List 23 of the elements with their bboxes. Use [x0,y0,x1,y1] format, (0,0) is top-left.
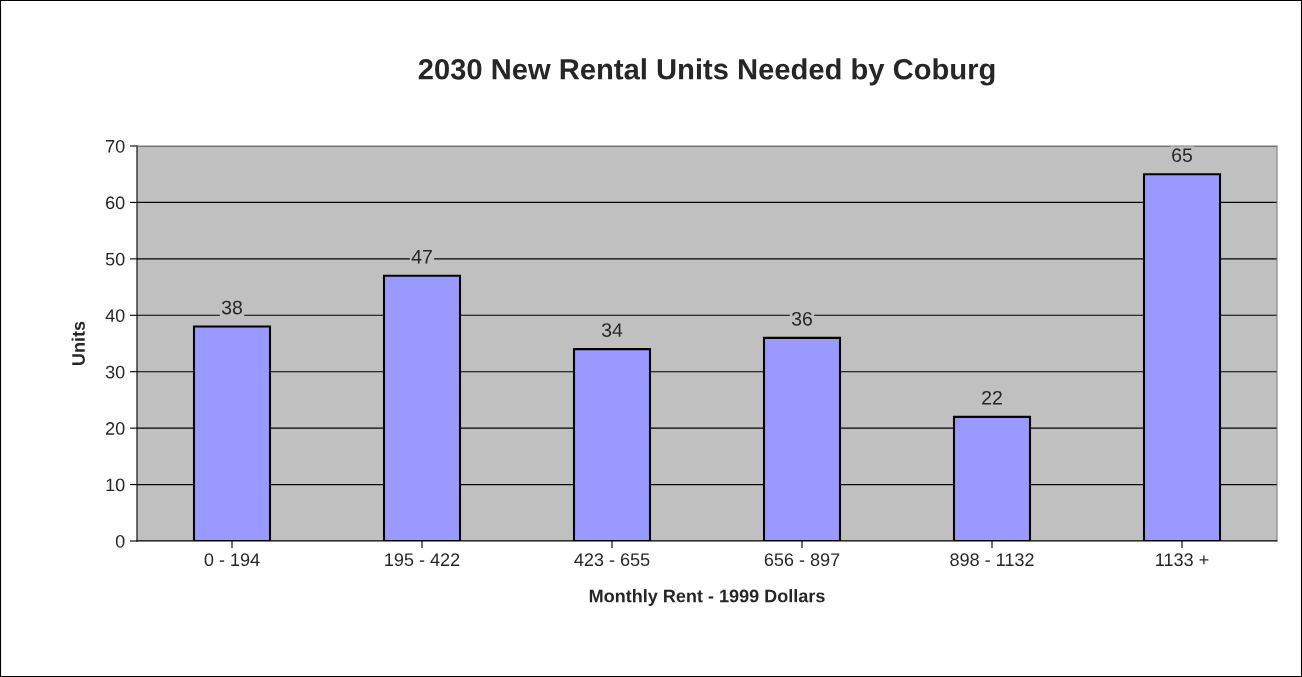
x-tick-label: 898 - 1132 [950,553,1034,567]
chart-title: 2030 New Rental Units Needed by Coburg [418,58,995,86]
x-tick-label: 1133 + [1156,553,1209,567]
data-label: 34 [601,323,623,337]
data-label: 65 [1172,148,1192,163]
y-tick-label: 10 [106,478,125,492]
x-tick-label: 423 - 655 [574,553,650,567]
y-axis-title: Units [71,321,85,365]
data-label: 47 [411,250,432,264]
y-tick-label: 70 [106,139,125,153]
data-label: 22 [982,390,1002,405]
y-tick-label: 30 [105,365,125,379]
y-tick-label: 60 [106,196,125,210]
y-tick-label: 20 [106,422,125,435]
y-tick-label: 0 [115,534,125,548]
x-axis-title: Monthly Rent - 1999 Dollars [589,589,825,606]
x-tick-label: 0 - 194 [204,553,260,567]
y-tick-label: 50 [105,252,125,266]
y-tick-label: 40 [105,309,125,323]
x-tick-label: 195 - 422 [385,553,460,567]
x-tick-label: 656 - 897 [764,553,840,567]
data-label: 38 [221,300,242,315]
data-label: 36 [791,311,812,326]
